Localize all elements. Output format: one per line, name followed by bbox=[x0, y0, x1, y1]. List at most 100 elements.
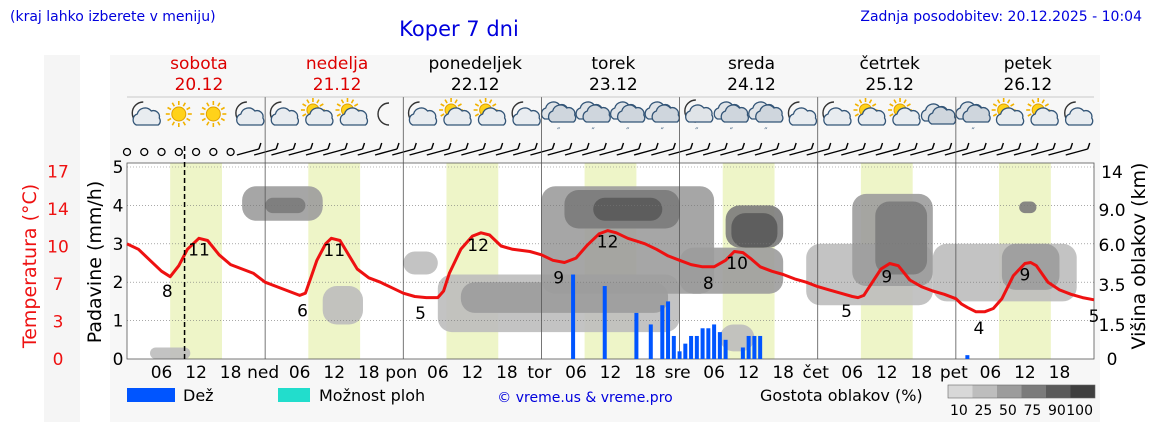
sun-ray bbox=[217, 121, 221, 126]
sun-ray bbox=[319, 103, 324, 107]
sun-ray bbox=[201, 117, 206, 122]
sun-ray bbox=[1044, 103, 1049, 107]
cloud-shape bbox=[582, 104, 611, 123]
sun-ray bbox=[206, 102, 210, 107]
wind-barb-icon bbox=[512, 148, 536, 156]
sun-ray bbox=[488, 99, 493, 104]
wind-barb-icon bbox=[633, 148, 657, 156]
cloud-shape bbox=[236, 107, 265, 126]
rain-drops: ″ bbox=[764, 127, 768, 137]
sun-ray bbox=[474, 113, 480, 117]
cloud-rain-icon: ″ bbox=[748, 101, 784, 137]
cloud-blob bbox=[1019, 201, 1037, 214]
sun-ray bbox=[201, 106, 206, 111]
wind-barb-icon bbox=[461, 148, 484, 156]
density-swatch bbox=[1021, 385, 1046, 398]
precip-bar bbox=[746, 335, 751, 359]
cloud-shape bbox=[927, 106, 957, 125]
day-name: četrtek bbox=[859, 54, 920, 74]
sun-ray bbox=[1027, 103, 1032, 107]
wind-barb-icon bbox=[409, 148, 432, 156]
time-tick: 18 bbox=[911, 363, 933, 383]
rain-drops: ″ bbox=[557, 127, 561, 137]
wind-barb-icon bbox=[927, 148, 950, 156]
wind-barb-flag bbox=[1052, 142, 1056, 150]
precip-bar bbox=[706, 328, 711, 359]
sun-icon bbox=[200, 101, 227, 127]
sun-ray bbox=[1006, 99, 1011, 104]
cloud-shape bbox=[408, 107, 438, 126]
sun-ray bbox=[340, 99, 345, 104]
grid bbox=[126, 96, 1095, 360]
cloud-height-tick: 3.5 bbox=[1098, 276, 1125, 296]
cloud-density-field bbox=[150, 186, 1077, 359]
temperature-tick: 14 bbox=[47, 200, 69, 220]
sun-icon bbox=[165, 101, 192, 127]
legend-rain-label: Dež bbox=[183, 386, 214, 405]
cloud-icon bbox=[920, 103, 957, 125]
temperature-label: 12 bbox=[597, 233, 619, 253]
cloud-blob bbox=[403, 251, 438, 275]
day-name: ponedeljek bbox=[429, 54, 523, 74]
cloud-blob bbox=[265, 197, 306, 214]
temperature-label: 11 bbox=[323, 241, 345, 261]
wind-barb-flag bbox=[344, 142, 348, 150]
day-name: torek bbox=[591, 54, 635, 74]
temperature-label: 8 bbox=[162, 282, 173, 302]
precip-bar bbox=[965, 355, 970, 359]
wind-barb-flag bbox=[689, 142, 694, 150]
time-tick: 18 bbox=[634, 363, 656, 383]
time-tick: 06 bbox=[427, 363, 449, 383]
day-date: 21.12 bbox=[313, 75, 362, 95]
time-tick: pet bbox=[940, 363, 968, 383]
density-swatch bbox=[1070, 385, 1095, 398]
region-note[interactable]: (kraj lahko izberete v meniju) bbox=[10, 9, 216, 25]
rain-drops: ″ bbox=[695, 127, 699, 137]
wind-barb-icon bbox=[979, 148, 1002, 156]
time-tick: ned bbox=[247, 363, 279, 383]
wind-barb-icon bbox=[564, 148, 588, 156]
sun-ray bbox=[302, 113, 307, 117]
cloud-height-tick: 6.0 bbox=[1098, 236, 1125, 256]
wind-calm-icon bbox=[209, 147, 218, 157]
sun-ray bbox=[872, 103, 877, 107]
precip-bar bbox=[758, 335, 763, 359]
cloud-rain-icon: ″ bbox=[609, 101, 646, 137]
time-tick: 12 bbox=[738, 363, 760, 383]
wind-barb-icon bbox=[443, 148, 467, 156]
sun-cloud-icon bbox=[1026, 98, 1059, 126]
wind-barb-flag bbox=[275, 142, 279, 150]
legend-rain-swatch bbox=[127, 388, 175, 402]
time-tick: tor bbox=[527, 363, 551, 383]
wind-barb-icon bbox=[288, 148, 311, 156]
sun-ray bbox=[306, 99, 310, 104]
precip-bar bbox=[740, 347, 745, 359]
sun-cloud-icon bbox=[888, 98, 921, 126]
wind-barb-icon bbox=[771, 148, 795, 156]
day-date: 20.12 bbox=[175, 75, 224, 95]
sun-ray bbox=[354, 103, 359, 107]
sun-ray bbox=[220, 117, 225, 122]
rain-drops: ″ bbox=[971, 127, 975, 137]
wind-barb-icon bbox=[305, 148, 329, 156]
wind-barb-flag bbox=[776, 142, 780, 150]
moon-cloud-icon bbox=[787, 101, 818, 126]
time-axis: 06 12 18 ned 06 12 18 pon 06 12 18 tor 06 12 18 sre 06 12… bbox=[151, 363, 1071, 383]
sun-ray bbox=[336, 113, 341, 117]
wind-barb-icon bbox=[1013, 148, 1037, 156]
precipitation-tick: 1 bbox=[113, 312, 124, 332]
wind-barb-icon bbox=[754, 148, 778, 156]
wind-barb-flag bbox=[810, 142, 815, 150]
precip-bar bbox=[723, 339, 728, 359]
temperature-label: 12 bbox=[467, 236, 489, 256]
cloud-rain-icon: ″ bbox=[713, 101, 750, 137]
wind-barb-icon bbox=[996, 148, 1019, 156]
wind-barb-flag bbox=[465, 142, 469, 150]
density-tick: 25 bbox=[975, 403, 993, 419]
sun-disc bbox=[205, 106, 221, 122]
credit-link[interactable]: © vreme.us & vreme.pro bbox=[497, 390, 672, 406]
wind-barb-flag bbox=[845, 142, 849, 150]
precip-bar bbox=[689, 335, 694, 359]
day-date: 23.12 bbox=[589, 75, 638, 95]
legend-showers-label: Možnost ploh bbox=[319, 386, 425, 405]
